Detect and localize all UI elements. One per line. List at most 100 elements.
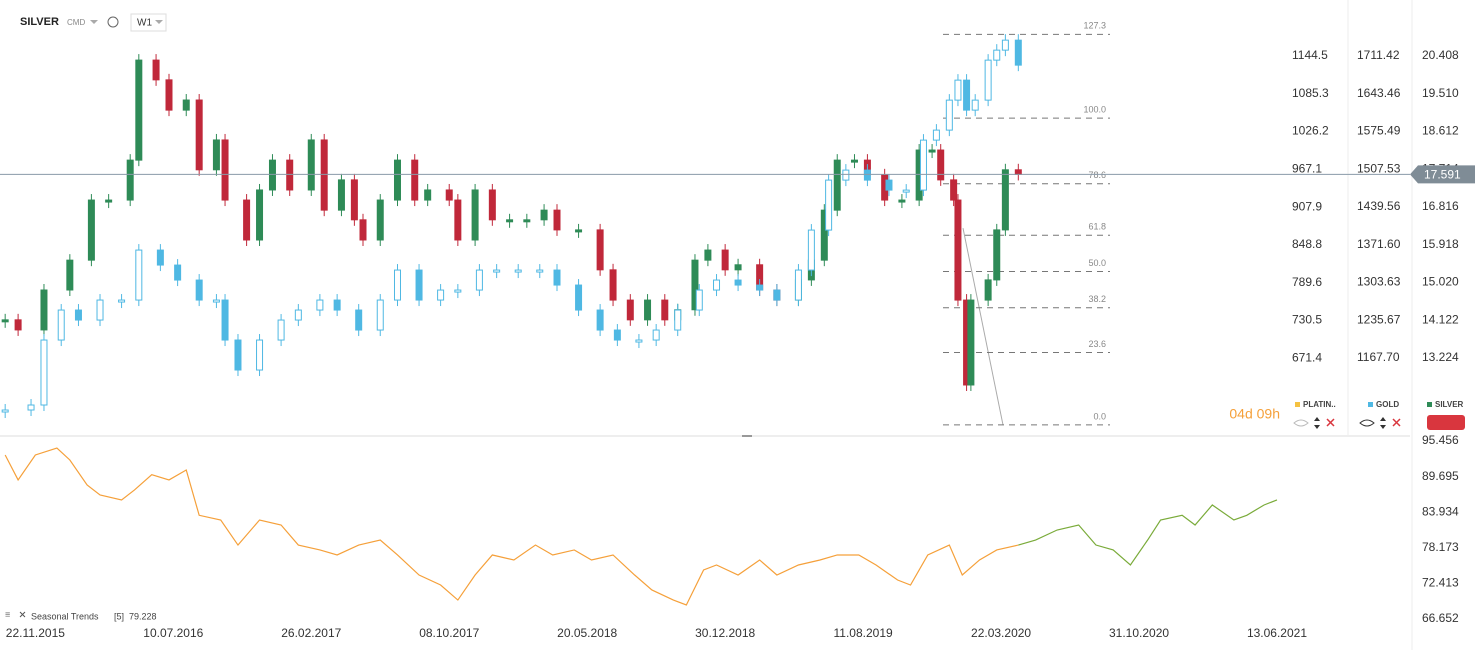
legend-entry[interactable]: GOLD bbox=[1376, 400, 1399, 409]
candle bbox=[286, 159, 294, 191]
y-tick-label: 78.173 bbox=[1422, 540, 1459, 554]
candle bbox=[212, 139, 220, 171]
candle bbox=[350, 179, 358, 221]
candle bbox=[928, 149, 936, 153]
candle bbox=[963, 79, 971, 111]
legend-entry[interactable]: SILVER bbox=[1435, 400, 1464, 409]
candle bbox=[393, 159, 401, 201]
candle bbox=[609, 269, 617, 301]
dropdown-arrow[interactable] bbox=[90, 20, 98, 24]
candle bbox=[1001, 39, 1009, 51]
y-tick-label: 907.9 bbox=[1292, 199, 1322, 213]
candle bbox=[885, 179, 893, 191]
x-tick-label: 20.05.2018 bbox=[557, 626, 617, 640]
indicator-remove[interactable] bbox=[19, 611, 26, 618]
candle bbox=[1, 409, 9, 413]
remove-icon[interactable] bbox=[1326, 418, 1335, 427]
candle bbox=[393, 269, 401, 301]
candle bbox=[256, 339, 264, 371]
candle bbox=[807, 229, 815, 271]
symbol[interactable]: SILVER bbox=[20, 16, 59, 28]
candle bbox=[713, 279, 721, 291]
fib-label: 100.0 bbox=[1083, 104, 1106, 114]
visibility-toggle[interactable] bbox=[1359, 419, 1375, 427]
legend-swatch bbox=[1368, 402, 1373, 407]
candle bbox=[553, 209, 561, 231]
indicator-period: [5] bbox=[114, 611, 124, 621]
interval-box[interactable] bbox=[130, 13, 167, 32]
candle bbox=[376, 199, 384, 241]
candle bbox=[57, 309, 65, 341]
candle bbox=[454, 199, 462, 241]
fib-guide bbox=[962, 228, 1004, 426]
candle bbox=[96, 299, 104, 321]
candle bbox=[40, 339, 48, 406]
indicator-name: Seasonal Trends bbox=[31, 611, 99, 621]
candle bbox=[695, 289, 703, 311]
silver-controls[interactable] bbox=[1427, 415, 1465, 430]
candle bbox=[376, 299, 384, 331]
y-tick-label: 1144.5 bbox=[1292, 48, 1328, 62]
y-tick-label: 671.4 bbox=[1292, 350, 1322, 364]
y-tick-label: 1085.3 bbox=[1292, 86, 1329, 100]
candle bbox=[182, 99, 190, 111]
candle bbox=[165, 79, 173, 111]
x-tick-label: 11.08.2019 bbox=[834, 626, 893, 640]
candle bbox=[674, 309, 682, 331]
candle bbox=[919, 139, 927, 191]
candle bbox=[320, 139, 328, 211]
last-price-label: 17.591 bbox=[1424, 168, 1461, 182]
interval[interactable]: W1 bbox=[137, 18, 152, 29]
y-tick-label: 1439.56 bbox=[1357, 199, 1401, 213]
candle bbox=[553, 269, 561, 286]
candle bbox=[445, 189, 453, 201]
candle bbox=[40, 289, 48, 331]
y-tick-label: 848.8 bbox=[1292, 237, 1322, 251]
seasonal-line bbox=[4, 447, 1019, 606]
visibility-toggle[interactable] bbox=[1293, 419, 1309, 427]
candle bbox=[954, 79, 962, 101]
dropdown-arrow[interactable] bbox=[155, 20, 163, 24]
candle bbox=[902, 189, 910, 193]
candle bbox=[174, 264, 182, 281]
candle bbox=[135, 59, 143, 161]
move-icon[interactable] bbox=[1380, 417, 1386, 429]
candle bbox=[471, 189, 479, 241]
y-tick-label: 18.612 bbox=[1422, 124, 1459, 138]
y-tick-label: 16.816 bbox=[1422, 199, 1459, 213]
info-icon[interactable] bbox=[107, 16, 119, 28]
fib-label: 0.0 bbox=[1093, 411, 1106, 421]
fib-label: 61.8 bbox=[1088, 222, 1106, 232]
move-icon[interactable] bbox=[1314, 417, 1320, 429]
candle bbox=[967, 299, 975, 386]
candle bbox=[87, 199, 95, 261]
candle bbox=[316, 299, 324, 311]
y-tick-label: 15.020 bbox=[1422, 275, 1459, 289]
candle bbox=[721, 249, 729, 271]
y-tick-label: 1167.70 bbox=[1357, 350, 1400, 364]
candle bbox=[488, 189, 496, 221]
candle bbox=[756, 284, 764, 291]
candle bbox=[898, 199, 906, 203]
candle bbox=[950, 179, 958, 201]
candle bbox=[152, 59, 160, 81]
candle bbox=[355, 309, 363, 331]
candle bbox=[794, 269, 802, 301]
y-tick-label: 1026.2 bbox=[1292, 124, 1329, 138]
candle bbox=[1001, 169, 1009, 231]
candle bbox=[506, 219, 514, 223]
candle bbox=[135, 249, 143, 301]
candle bbox=[825, 179, 833, 231]
candle bbox=[635, 339, 643, 343]
candle bbox=[613, 329, 621, 341]
y-tick-label: 1303.63 bbox=[1357, 275, 1401, 289]
candle bbox=[437, 289, 445, 301]
x-tick-label: 26.02.2017 bbox=[281, 626, 341, 640]
y-tick-label: 1235.67 bbox=[1357, 312, 1401, 326]
fib-label: 23.6 bbox=[1088, 339, 1106, 349]
x-tick-label: 08.10.2017 bbox=[419, 626, 479, 640]
legend-entry[interactable]: PLATIN.. bbox=[1303, 400, 1336, 409]
candle bbox=[540, 209, 548, 221]
remove-icon[interactable] bbox=[1392, 418, 1401, 427]
y-tick-label: 967.1 bbox=[1292, 161, 1322, 175]
